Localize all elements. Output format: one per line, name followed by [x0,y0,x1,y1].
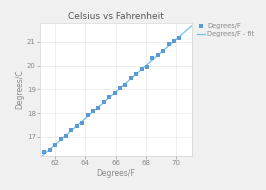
Degrees/F [42,150,47,154]
Degrees/F - fit [131,76,134,78]
Degrees/F [80,122,84,125]
Degrees/F [145,65,149,68]
Degrees/F - fit [39,156,42,159]
Degrees/F [172,40,176,43]
Degrees/F - fit [128,79,131,81]
Degrees/F [59,138,63,141]
Y-axis label: Degrees/C: Degrees/C [15,70,24,109]
Title: Celsius vs Fahrenheit: Celsius vs Fahrenheit [68,12,164,21]
Degrees/F [150,57,155,60]
Degrees/F [53,143,57,146]
Degrees/F [64,135,68,138]
Degrees/F [113,92,117,95]
Degrees/F [96,106,101,109]
Line: Degrees/F - fit: Degrees/F - fit [40,26,192,158]
Legend: Degrees/F, Degrees/F - fit: Degrees/F, Degrees/F - fit [194,20,257,40]
Degrees/F [107,95,111,98]
Degrees/F - fit [38,157,41,159]
Degrees/F [102,101,106,104]
Degrees/F [177,37,181,40]
Degrees/F [69,129,74,132]
Degrees/F [123,84,127,87]
Degrees/F - fit [128,78,132,81]
Degrees/F [118,87,122,90]
Degrees/F - fit [176,37,179,40]
Degrees/F - fit [166,46,169,48]
Degrees/F [48,148,52,151]
Degrees/F [91,109,95,112]
X-axis label: Degrees/F: Degrees/F [96,169,135,178]
Degrees/F [134,72,138,75]
Degrees/F [167,42,171,45]
Degrees/F - fit [190,25,193,27]
Degrees/F [129,77,133,80]
Degrees/F [139,68,144,71]
Degrees/F [75,124,79,127]
Degrees/F [85,114,90,117]
Degrees/F [161,50,165,53]
Degrees/F [156,54,160,57]
